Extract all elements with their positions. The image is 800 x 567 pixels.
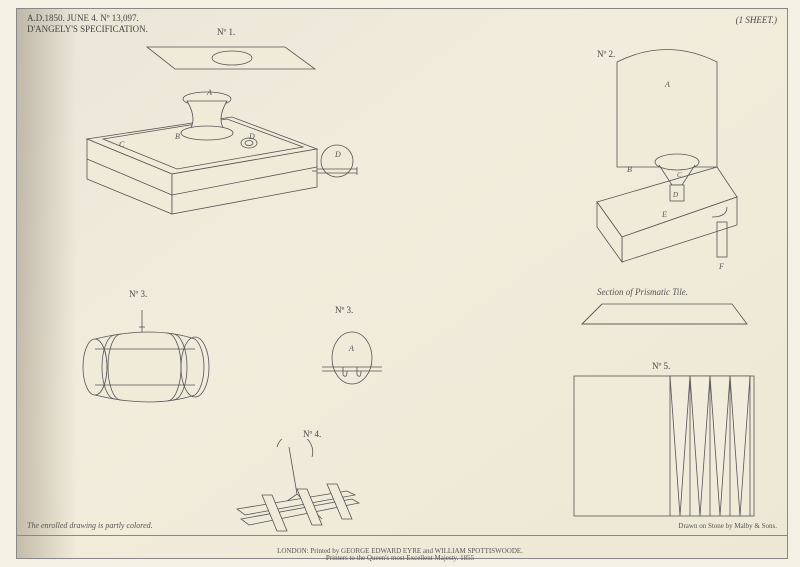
part-D: D [248, 132, 255, 141]
footer-left: The enrolled drawing is partly colored. [27, 521, 153, 530]
fig3-barrel [77, 305, 237, 425]
fig1-drawing: A B C D D [57, 39, 397, 239]
part-B2: B [627, 165, 632, 174]
fig3b-label: Nº 3. [335, 305, 353, 315]
part-E: E [661, 210, 667, 219]
fig4-label: Nº 4. [303, 429, 321, 439]
header-title: D'ANGELY'S SPECIFICATION. [27, 24, 148, 35]
fig5-label: Nº 5. [652, 361, 670, 371]
part-A: A [206, 88, 212, 97]
part-A2: A [664, 80, 670, 89]
footer-right: Drawn on Stone by Malby & Sons. [678, 522, 777, 530]
header-left: A.D.1850. JUNE 4. Nº 13,097. D'ANGELY'S … [27, 13, 148, 35]
fig3-oval: A [317, 323, 387, 403]
fig3a-label: Nº 3. [129, 289, 147, 299]
part-D2: D [334, 150, 341, 159]
part-D3: D [672, 191, 678, 199]
footer-center: LONDON: Printed by GEORGE EDWARD EYRE an… [277, 548, 523, 563]
patent-page: A.D.1850. JUNE 4. Nº 13,097. D'ANGELY'S … [16, 8, 788, 559]
part-C: C [119, 140, 125, 149]
printer-line2: Printers to the Queen's most Excellent M… [277, 555, 523, 563]
header-sheet: (1 SHEET.) [736, 15, 777, 25]
part-F: F [718, 262, 724, 271]
header-date: A.D.1850. JUNE 4. Nº 13,097. [27, 13, 148, 24]
fig2-drawing: A B C D E F [577, 47, 752, 282]
part-A3: A [348, 344, 354, 353]
footer-rule [17, 535, 787, 536]
section-title: Section of Prismatic Tile. [597, 287, 688, 297]
fig1-label: Nº 1. [217, 27, 235, 37]
fig5-drawing [572, 374, 757, 524]
fig4-drawing [227, 439, 377, 539]
part-B: B [175, 132, 180, 141]
part-C2: C [677, 171, 682, 179]
prismatic-tile [577, 299, 752, 339]
